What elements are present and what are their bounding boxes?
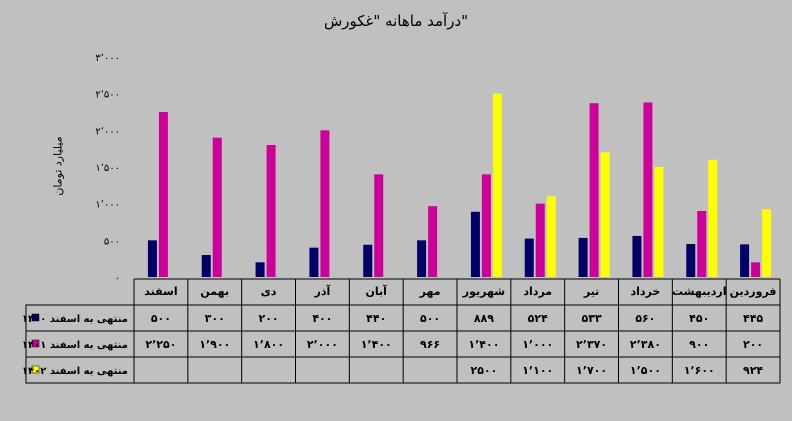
legend-swatch [31,313,40,322]
data-label: ۲٬۳۸۰ [630,338,661,351]
bar [697,211,707,277]
data-label: ۵۲۴ [528,312,548,325]
bar [524,238,534,277]
bar [643,102,653,277]
legend-label: منتهی به اسفند ۱۴۰۰ [22,314,128,325]
bar [708,159,718,277]
bar [751,262,761,277]
data-label: ۱٬۴۰۰ [361,338,392,351]
bar [535,203,545,277]
category-label: مرداد [523,285,552,298]
data-label: ۵۶۰ [635,312,655,325]
data-label: ۵۰۰ [151,312,171,325]
bar [600,152,610,277]
bar [363,244,373,277]
bar [158,112,168,277]
bar [470,211,480,277]
chart-title: درآمد ماهانه "غکورش" [323,12,469,30]
y-tick-label: ۱٬۵۰۰ [95,163,120,174]
category-label: بهمن [200,285,229,298]
bar [320,130,330,277]
bar [546,196,556,277]
data-label: ۱٬۰۰۰ [522,338,553,351]
data-label: ۴۴۵ [743,312,763,325]
data-label: ۹۰۰ [689,338,709,351]
legend-label: منتهی به اسفند ۱۴۰۱ [22,340,128,351]
data-label: ۱٬۹۰۰ [199,338,230,351]
data-label: ۲۵۰۰ [470,364,497,377]
data-label: ۱٬۴۰۰ [468,338,499,351]
category-label: مهر [419,285,441,298]
y-tick-label: ۰ [115,273,120,284]
data-label: ۱٬۶۰۰ [684,364,715,377]
data-label: ۲٬۳۷۰ [576,338,607,351]
y-tick-label: ۲٬۵۰۰ [95,90,120,101]
category-label: تیر [583,285,599,298]
bar [374,174,384,277]
bar [309,247,319,277]
y-tick-label: ۵۰۰ [104,236,120,247]
data-label: ۱٬۱۰۰ [522,364,553,377]
data-label: ۴۰۰ [312,312,332,325]
data-label: ۹۶۶ [420,338,440,351]
data-label: ۲۰۰ [259,312,279,325]
bar [255,262,265,277]
bar [266,145,276,277]
data-label: ۴۴۰ [366,312,386,325]
category-label: فروردین [730,285,777,298]
category-label: شهریور [462,285,505,298]
data-label: ۱٬۵۰۰ [630,364,661,377]
category-label: دی [261,285,277,298]
data-label: ۳۰۰ [205,312,225,325]
bar [417,240,427,277]
category-label: اردیبهشت [672,285,726,298]
data-label: ۵۳۳ [582,312,602,325]
bar [578,237,588,277]
bar [201,255,211,277]
y-tick-label: ۱٬۰۰۰ [95,200,120,211]
y-tick-label: ۲٬۰۰۰ [95,126,120,137]
bar [740,244,750,277]
category-label: خرداد [630,285,660,298]
bar [428,206,438,277]
data-label: ۸۸۹ [474,312,494,325]
bar [212,137,222,277]
data-label: ۲٬۰۰۰ [307,338,338,351]
bar [147,240,157,277]
bar [762,209,772,277]
data-label: ۲۰۰ [743,338,763,351]
legend-swatch [31,339,40,348]
data-label: ۱٬۷۰۰ [576,364,607,377]
data-label: ۴۵۰ [689,312,709,325]
bar [632,235,642,277]
data-label: ۱٬۸۰۰ [253,338,284,351]
bar [492,93,502,278]
category-label: اسفند [144,285,177,298]
legend-swatch [31,365,40,374]
bar [686,244,696,277]
legend-label: منتهی به اسفند ۱۴۰۲ [22,366,128,377]
data-label: ۲٬۲۵۰ [145,338,176,351]
y-tick-label: ۳٬۰۰۰ [95,53,120,64]
bar [589,103,599,277]
data-label: ۵۰۰ [420,312,440,325]
category-label: آبان [366,284,388,298]
bar [481,174,491,277]
category-label: آذر [314,284,331,298]
data-label: ۹۲۴ [743,364,763,377]
bar [654,167,664,277]
